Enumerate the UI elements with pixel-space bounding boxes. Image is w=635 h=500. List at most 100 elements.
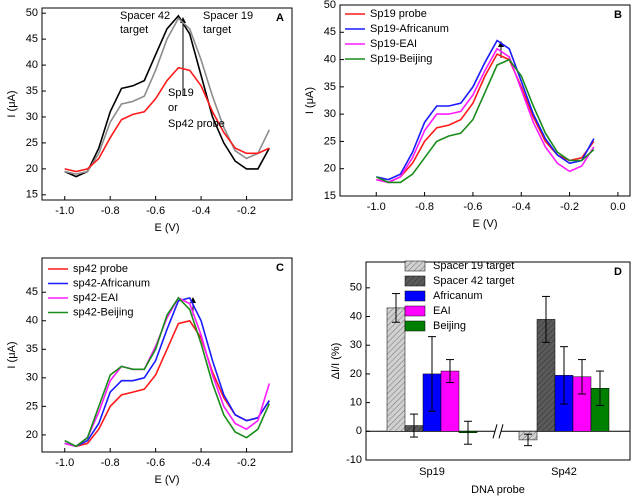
legend-label: EAI [433,305,451,317]
panel-label: A [276,12,284,24]
x-tick-label: -0.6 [146,205,165,217]
legend-label: sp42-Africanum [73,277,150,289]
y-tick-label: 20 [26,163,38,175]
y-tick-label: 25 [324,135,336,147]
x-tick-label: -0.8 [101,205,120,217]
y-tick-label: 10 [350,397,362,409]
legend-label: Beijing [433,320,466,332]
y-tick-label: 45 [26,286,38,298]
legend-label: Sp19-Africanum [370,23,449,35]
annotation: Spacer 19 [203,10,253,22]
y-tick-label: 45 [26,33,38,45]
y-tick-label: 35 [26,85,38,97]
y-tick-label: 50 [26,7,38,19]
line-series [64,296,270,448]
y-tick-label: 25 [26,137,38,149]
x-tick-label: -0.4 [512,201,531,213]
panel-label: B [614,9,622,21]
line-series [376,47,595,184]
panel-label: D [614,266,622,278]
y-tick-label: 35 [324,81,336,93]
x-axis-title: DNA probe [471,484,525,496]
x-tick-label: Sp19 [419,466,445,478]
x-tick-label: -0.6 [463,201,482,213]
y-tick-label: 30 [324,108,336,120]
annotation: target [203,24,231,36]
legend-label: sp42-Beijing [73,306,134,318]
legend-label: Spacer 19 target [433,260,514,272]
legend-label: Sp19 probe [370,8,427,20]
legend-swatch [404,305,426,317]
line-series [64,296,271,448]
legend-label: Sp19-EAI [370,38,417,50]
annotation: target [120,24,148,36]
y-tick-label: 20 [324,163,336,175]
legend-label: Spacer 42 target [433,275,514,287]
plot-frame [339,4,631,197]
line-series [64,296,271,448]
y-tick-label: 0 [356,425,362,437]
legend-label: sp42-EAI [73,292,118,304]
panel-label: C [276,262,284,274]
x-tick-label: -0.6 [146,457,165,469]
line-series [376,39,595,181]
y-tick-label: 50 [324,0,336,11]
x-tick-label: -0.2 [237,457,256,469]
annotation: Sp42 probe [168,118,225,130]
y-tick-label: 50 [350,282,362,294]
y-tick-label: 30 [26,111,38,123]
x-tick-label: Sp42 [551,466,577,478]
x-tick-label: -0.2 [560,201,579,213]
line-series [64,17,271,175]
x-tick-label: -1.0 [55,457,74,469]
x-tick-label: -1.0 [55,205,74,217]
x-axis-title: E (V) [472,218,497,230]
line-series [64,66,270,173]
y-axis-title: I (μA) [6,341,18,368]
legend-swatch [404,260,426,272]
axis-break [498,424,504,439]
y-tick-label: 45 [324,26,336,38]
annotation: Spacer 42 [120,10,170,22]
y-tick-label: -10 [346,454,362,466]
axis-break [492,424,498,439]
legend-label: Sp19-Beijing [370,53,432,65]
y-tick-label: 40 [350,310,362,322]
y-tick-label: 20 [350,368,362,380]
line-series [375,58,595,184]
x-axis-title: E (V) [154,474,179,486]
plot-frame [365,261,631,461]
x-tick-label: 0.0 [610,201,625,213]
y-tick-label: 30 [350,339,362,351]
annotation: Sp19 [168,87,194,99]
y-tick-label: 40 [26,315,38,327]
legend-swatch [404,275,426,287]
x-tick-label: -0.8 [101,457,120,469]
line-series [64,14,271,178]
y-tick-label: 40 [26,59,38,71]
x-tick-label: -0.4 [192,205,211,217]
y-tick-label: 15 [324,190,336,202]
x-tick-label: -0.8 [415,201,434,213]
y-tick-label: 35 [26,343,38,355]
y-tick-label: 25 [26,400,38,412]
x-tick-label: -1.0 [367,201,386,213]
y-axis-title: I (μA) [304,87,316,114]
legend-swatch [404,320,426,332]
bar [386,307,406,432]
plot-frame [41,7,293,201]
y-axis-title: I (μA) [6,90,18,117]
x-axis-title: E (V) [154,222,179,234]
y-axis-title: ΔI/I (%) [330,343,342,380]
y-tick-label: 30 [26,372,38,384]
y-tick-label: 40 [324,53,336,65]
x-tick-label: -0.4 [192,457,211,469]
annotation: or [168,102,178,114]
legend-swatch [404,290,426,302]
plot-frame [41,257,293,453]
legend-label: Africanum [433,290,483,302]
y-tick-label: 20 [26,429,38,441]
axis-break [495,424,501,439]
x-tick-label: -0.2 [237,205,256,217]
